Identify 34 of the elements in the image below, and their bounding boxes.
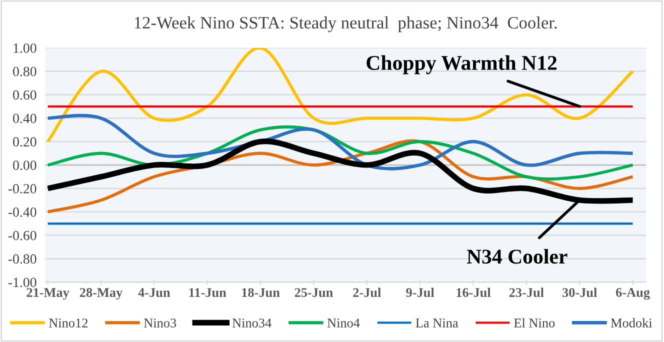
chart-title: 12-Week Nino SSTA: Steady neutral phase; Nino34 Cooler. — [134, 16, 557, 32]
y-tick-label: 0.80 — [13, 66, 36, 76]
y-tick-label: -0.40 — [8, 207, 36, 217]
x-tick-label: 23-Jul — [509, 288, 544, 298]
y-tick-label: 0.20 — [13, 137, 36, 147]
x-tick-label: 6-Aug — [616, 288, 650, 300]
y-tick-label: 0.40 — [13, 114, 36, 124]
y-tick-label: 0.60 — [13, 90, 36, 100]
x-tick-label: 4-Jun — [138, 288, 170, 298]
y-tick-label: -0.80 — [8, 254, 36, 264]
y-tick-label: 0.00 — [13, 160, 36, 170]
legend-label: Nino34 — [232, 318, 272, 328]
x-tick-label: 2-Jul — [353, 288, 381, 298]
annotation: N34 Cooler — [466, 249, 568, 264]
annotation: Choppy Warmth N12 — [366, 55, 557, 74]
x-tick-label: 18-Jun — [242, 288, 280, 298]
x-tick-label: 9-Jul — [406, 288, 434, 298]
y-tick-label: -0.60 — [8, 230, 36, 240]
y-tick-label: -1.00 — [8, 278, 36, 288]
y-tick-label: -0.20 — [8, 184, 36, 194]
x-tick-label: 11-Jun — [189, 288, 226, 298]
y-tick-label: 1.00 — [14, 43, 36, 53]
x-tick-label: 25-Jun — [294, 288, 333, 298]
legend-label: Nino12 — [49, 318, 88, 328]
legend-label: Modoki — [610, 318, 652, 328]
x-tick-label: 30-Jul — [562, 288, 597, 298]
legend-label: El Nino — [514, 318, 555, 328]
line-series — [46, 48, 634, 144]
x-tick-label: 28-May — [80, 288, 122, 300]
legend-label: Nino3 — [144, 318, 176, 328]
legend-label: Nino4 — [327, 318, 360, 328]
x-tick-label: 16-Jul — [456, 288, 491, 298]
legend-label: La Nina — [416, 318, 458, 328]
x-tick-label: 21-May — [26, 288, 70, 300]
